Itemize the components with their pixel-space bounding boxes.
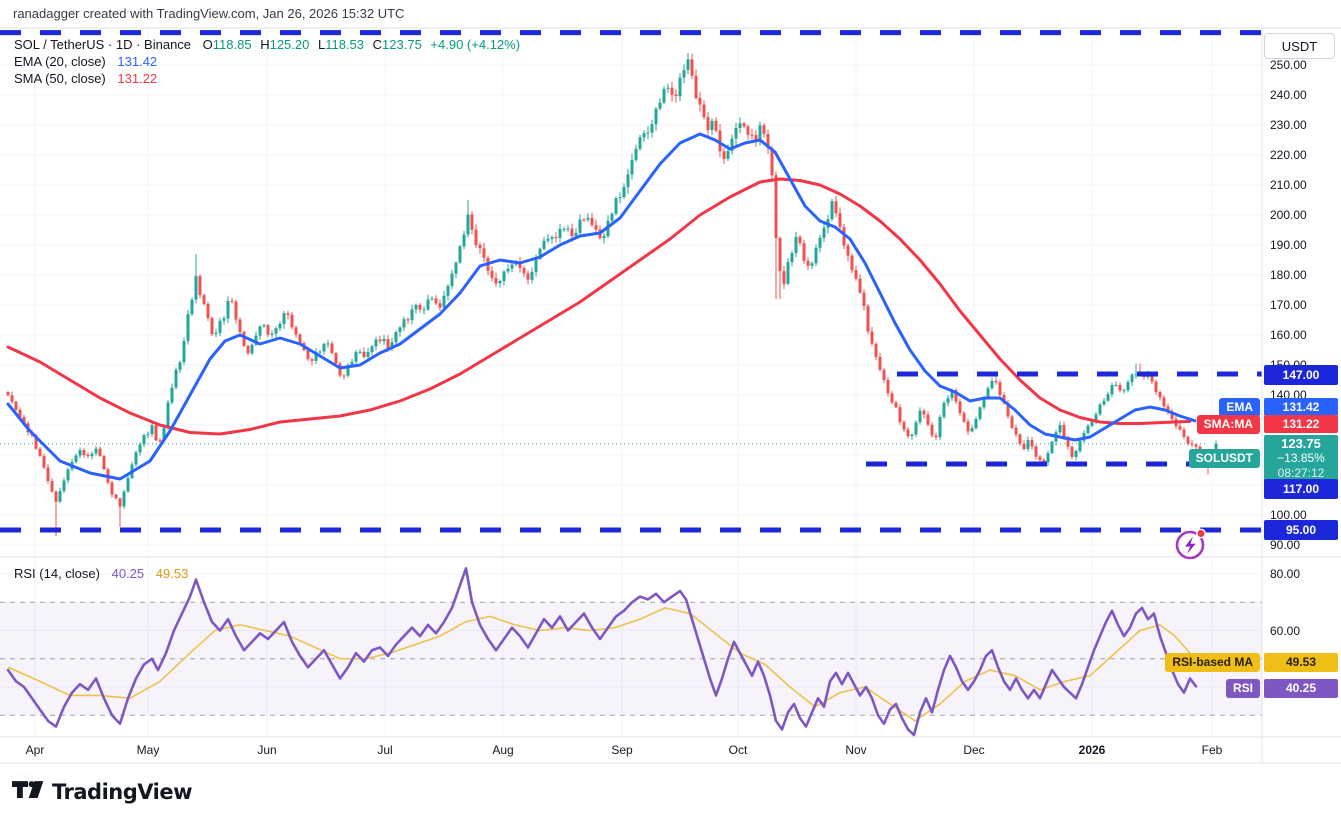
sma-legend-name: SMA (50, close): [14, 71, 106, 86]
time-tick-Feb: Feb: [1201, 743, 1223, 757]
time-tick-Nov: Nov: [845, 743, 867, 757]
ema-value-label: 131.42: [1264, 398, 1338, 416]
time-tick-Oct: Oct: [728, 743, 748, 757]
price-tick-210: 210.00: [1270, 178, 1307, 192]
price-tick-230: 230.00: [1270, 118, 1307, 132]
ema-legend-name: EMA (20, close): [14, 54, 106, 69]
price-label-147: 147.00: [1264, 365, 1338, 385]
gridlines: [0, 28, 1262, 737]
rsi-ma-legend-value: 49.53: [155, 566, 189, 581]
rsi-tag: RSI: [1225, 678, 1260, 698]
symbol-legend-row[interactable]: SOL / TetherUS · 1D · Binance O118.85 H1…: [14, 36, 520, 53]
rsi-band: [0, 601, 1262, 716]
last-price-label: 123.75 −13.85% 08:27:12: [1264, 434, 1338, 482]
change-value: +4.90 (+4.12%): [430, 37, 521, 52]
ema-tag: EMA: [1219, 397, 1260, 417]
ema20-line[interactable]: [6, 132, 1197, 481]
price-tick-220: 220.00: [1270, 148, 1307, 162]
price-tick-200: 200.00: [1270, 208, 1307, 222]
time-tick-Aug: Aug: [492, 743, 514, 757]
rsi-tick-80: 80.00: [1270, 567, 1301, 581]
time-tick-Dec: Dec: [963, 743, 985, 757]
rsi-ma-line[interactable]: [7, 607, 1197, 722]
pane-borders: [0, 27, 1341, 764]
time-tick-Jun: Jun: [257, 743, 277, 757]
rsi-ma-tag: RSI-based MA: [1165, 652, 1260, 672]
ohlc-close-label: C: [372, 37, 383, 52]
rsi-line[interactable]: [6, 567, 1198, 737]
rsi-ma-value-label: 49.53: [1264, 652, 1338, 672]
lightning-icon[interactable]: [1175, 528, 1206, 560]
time-tick-2026: 2026: [1078, 743, 1106, 757]
attribution-text: ranadagger created with TradingView.com,…: [13, 6, 405, 21]
price-tick-170: 170.00: [1270, 298, 1307, 312]
price-tick-180: 180.00: [1270, 268, 1307, 282]
symbol-tag: SOLUSDT: [1188, 448, 1260, 468]
price-tick-90: 90.00: [1270, 538, 1301, 552]
rsi-legend-name: RSI (14, close): [14, 566, 100, 581]
ema-legend-row[interactable]: EMA (20, close) 131.42: [14, 53, 520, 70]
currency-toggle-button[interactable]: USDT: [1264, 33, 1335, 59]
ohlc-low-value: 118.53: [325, 37, 365, 52]
rsi-legend-value: 40.25: [111, 566, 145, 581]
time-tick-Sep: Sep: [611, 743, 633, 757]
time-tick-May: May: [136, 743, 160, 757]
time-axis[interactable]: [0, 737, 1341, 763]
time-tick-Apr: Apr: [25, 743, 45, 757]
sma-tag: SMA:MA: [1196, 414, 1260, 434]
time-tick-Jul: Jul: [377, 743, 393, 757]
price-tick-240: 240.00: [1270, 88, 1307, 102]
price-label-117: 117.00: [1264, 479, 1338, 499]
sma-legend-row[interactable]: SMA (50, close) 131.22: [14, 70, 520, 87]
chart-legend: SOL / TetherUS · 1D · Binance O118.85 H1…: [14, 36, 520, 87]
ohlc-high-label: H: [260, 37, 270, 52]
tradingview-logo-text: TradingView: [52, 780, 192, 804]
ema-legend-value: 131.42: [117, 54, 158, 69]
price-tick-250: 250.00: [1270, 58, 1307, 72]
price-tick-190: 190.00: [1270, 238, 1307, 252]
rsi-tick-60: 60.00: [1270, 623, 1301, 638]
ohlc-low-label: L: [317, 37, 326, 52]
rsi-value-label: 40.25: [1264, 678, 1338, 698]
symbol-title: SOL / TetherUS · 1D · Binance: [14, 37, 192, 52]
price-tick-100: 100.00: [1270, 508, 1307, 522]
price-tick-160: 160.00: [1270, 328, 1307, 342]
ohlc-close-value: 123.75: [382, 37, 422, 52]
ohlc-open-label: O: [202, 37, 213, 52]
tradingview-logo[interactable]: TradingView: [12, 778, 192, 806]
ohlc-high-value: 125.20: [269, 37, 310, 52]
sma-legend-value: 131.22: [117, 71, 158, 86]
price-label-95: 95.00: [1264, 520, 1338, 540]
ohlc-open-value: 118.85: [212, 37, 252, 52]
rsi-legend[interactable]: RSI (14, close) 40.25 49.53: [14, 565, 188, 582]
sma-value-label: 131.22: [1264, 415, 1338, 433]
sma50-line[interactable]: [6, 177, 1192, 436]
tradingview-logo-mark: [12, 780, 44, 798]
